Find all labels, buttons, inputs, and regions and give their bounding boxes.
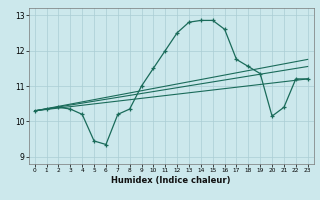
- X-axis label: Humidex (Indice chaleur): Humidex (Indice chaleur): [111, 176, 231, 185]
